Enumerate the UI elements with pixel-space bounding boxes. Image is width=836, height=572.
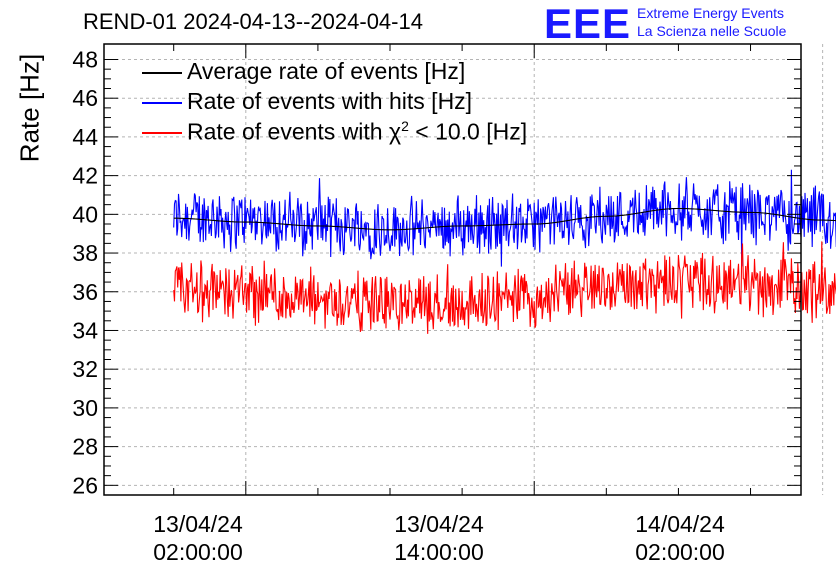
legend-swatch-chi2	[142, 132, 182, 134]
logo-line-1: Extreme Energy Events	[637, 5, 785, 21]
y-axis-label: Rate [Hz]	[14, 53, 45, 163]
x-tick-time-0: 02:00:00	[153, 539, 243, 565]
x-tick-time-2: 02:00:00	[635, 539, 725, 565]
y-tick-label-1: 28	[72, 434, 98, 460]
series-line-average	[173, 207, 836, 231]
legend-label-hits: Rate of events with hits [Hz]	[187, 88, 473, 114]
x-tick-label-1: 13/04/24 14:00:00	[374, 510, 504, 566]
y-tick-label-4: 34	[72, 317, 98, 343]
legend-swatch-average	[142, 72, 182, 74]
x-tick-label-0: 13/04/24 02:00:00	[133, 510, 263, 566]
legend-chi2-exponent: 2	[401, 118, 409, 134]
series-line-hits	[173, 169, 836, 267]
y-tick-label-3: 32	[72, 356, 98, 382]
y-tick-label-7: 40	[72, 201, 98, 227]
legend-label-average: Average rate of events [Hz]	[187, 58, 466, 84]
y-tick-label-6: 38	[72, 240, 98, 266]
logo-caption: Extreme Energy Events La Scienza nelle S…	[637, 4, 786, 40]
legend-swatch-hits	[142, 102, 182, 104]
y-tick-label-2: 30	[72, 395, 98, 421]
legend-label-chi2: Rate of events with χ2 < 10.0 [Hz]	[187, 118, 527, 146]
series-line-chi2	[173, 241, 836, 334]
chart-title: REND-01 2024-04-13--2024-04-14	[83, 9, 423, 34]
logo-line-2: La Scienza nelle Scuole	[637, 23, 787, 39]
x-tick-date-1: 13/04/24	[394, 511, 484, 537]
plot-frame	[103, 43, 802, 496]
legend-chi2-suffix: < 10.0 [Hz]	[408, 118, 528, 145]
y-tick-label-0: 26	[72, 472, 98, 498]
x-tick-date-0: 13/04/24	[153, 511, 243, 537]
legend-chi2-prefix: Rate of events with χ	[187, 118, 402, 145]
y-tick-label-5: 36	[72, 279, 98, 305]
y-tick-label-8: 42	[72, 163, 98, 189]
y-tick-label-11: 48	[72, 46, 98, 72]
x-tick-time-1: 14:00:00	[394, 539, 484, 565]
eee-logo: EEE	[544, 0, 632, 47]
y-tick-label-10: 46	[72, 85, 98, 111]
x-tick-label-2: 14/04/24 02:00:00	[615, 510, 745, 566]
y-tick-label-9: 44	[72, 124, 98, 150]
x-tick-date-2: 14/04/24	[635, 511, 725, 537]
